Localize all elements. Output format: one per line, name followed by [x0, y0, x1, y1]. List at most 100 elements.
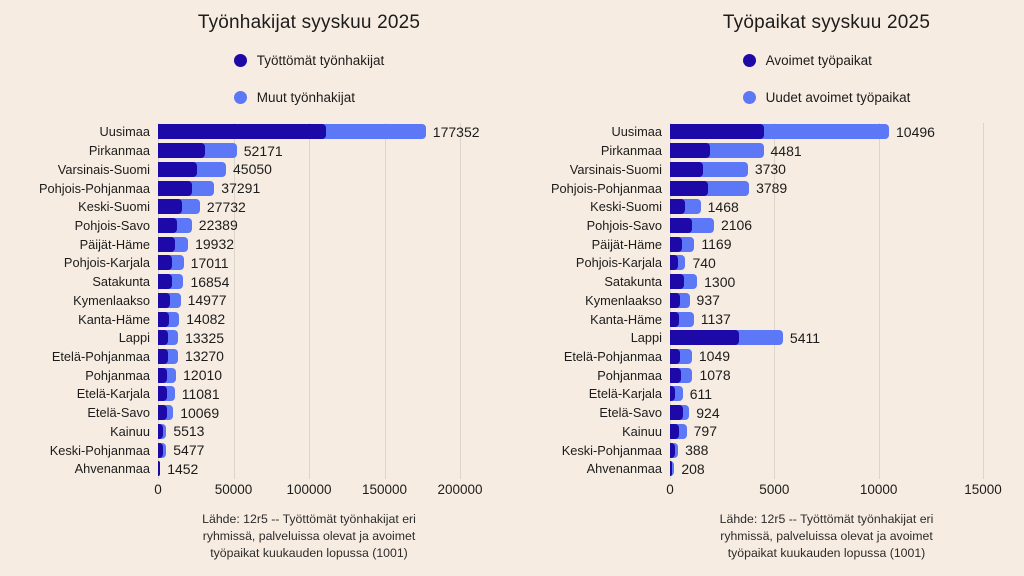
category-label: Ahvenanmaa [74, 461, 150, 477]
stacked-bar: 1049 [670, 348, 1024, 364]
legend-dot-icon [233, 53, 247, 67]
plot-area: Uusimaa 10496 Pirkanmaa 4481 Varsinais-Suomi… [512, 122, 1024, 479]
axis-tick-label: 5000 [759, 481, 790, 497]
stacked-bar: 937 [670, 292, 1024, 308]
bar-segment-dark [158, 461, 160, 477]
stacked-bar: 14977 [158, 292, 512, 308]
bar-row: Varsinais-Suomi 45050 [0, 160, 512, 179]
bar-segment-dark [158, 161, 198, 177]
category-label: Kymenlaakso [585, 292, 662, 308]
source-note-line: työpaikat kuukauden lopussa (1001) [727, 545, 926, 560]
category-label: Päijät-Häme [79, 236, 150, 252]
legend-item: Avoimet työpaikat [742, 50, 911, 70]
value-label: 177352 [432, 123, 480, 140]
bar-segment-dark [158, 292, 171, 308]
bar-segment-dark [670, 199, 686, 215]
stacked-bar: 3789 [670, 180, 1024, 197]
value-label: 22389 [198, 217, 238, 234]
category-label: Etelä-Pohjanmaa [51, 348, 150, 364]
category-label: Lappi [630, 330, 662, 346]
bar-row: Pohjois-Savo 22389 [0, 216, 512, 235]
bar-row: Etelä-Karjala 11081 [0, 385, 512, 404]
category-label: Kanta-Häme [590, 311, 662, 327]
bar-row: Etelä-Pohjanmaa 1049 [512, 347, 1024, 366]
legend-label: Muut työnhakijat [256, 89, 356, 105]
legend-dot-icon [742, 90, 756, 104]
bar-row: Lappi 13325 [0, 328, 512, 347]
source-note-line: ryhmissä, palveluissa olevat ja avoimet [720, 528, 933, 543]
value-label: 1452 [167, 460, 199, 477]
bar-segment-dark [158, 180, 193, 196]
stacked-bar: 45050 [158, 161, 512, 178]
stacked-bar: 5513 [158, 423, 512, 440]
bar-segment-dark [670, 367, 681, 383]
stacked-bar: 13270 [158, 348, 512, 364]
value-label: 797 [693, 423, 717, 440]
legend-item: Työttömät työnhakijat [233, 50, 384, 70]
stacked-bar: 17011 [158, 255, 512, 271]
legend-label: Uudet avoimet työpaikat [765, 89, 911, 105]
value-label: 5411 [789, 329, 821, 346]
bar-segment-dark [158, 423, 163, 439]
value-label: 19932 [195, 236, 235, 253]
bar-row: Pirkanmaa 4481 [512, 141, 1024, 160]
bar-segment-dark [158, 311, 169, 327]
value-label: 27732 [206, 198, 246, 215]
bar-row: Etelä-Pohjanmaa 13270 [0, 347, 512, 366]
bar-segment-dark [670, 405, 683, 421]
chart-panel-tyonhakijat: Työnhakijat syyskuu 2025 Työttömät työnh… [0, 12, 512, 560]
bar-segment-dark [158, 367, 168, 383]
source-note: Lähde: 12r5 -- Työttömät työnhakijat eri… [670, 511, 983, 562]
bar-row: Lappi 5411 [512, 328, 1024, 347]
stacked-bar: 388 [670, 442, 1024, 458]
stacked-bar: 1169 [670, 236, 1024, 252]
value-label: 1078 [699, 367, 731, 384]
source-note-line: ryhmissä, palveluissa olevat ja avoimet [202, 528, 416, 543]
category-label: Varsinais-Suomi [569, 161, 662, 177]
bar-segment-dark [158, 330, 168, 346]
stacked-bar: 740 [670, 255, 1024, 271]
chart-title: Työnhakijat syyskuu 2025 [197, 12, 421, 33]
stacked-bar: 208 [670, 461, 1024, 477]
axis-tick-label: 100000 [286, 481, 332, 497]
stacked-bar: 10496 [670, 124, 1024, 140]
bar-segment-dark [670, 348, 680, 364]
legend: Työttömät työnhakijat Muut työnhakijat [158, 50, 460, 109]
value-label: 10069 [180, 404, 220, 421]
bar-row: Uusimaa 177352 [0, 123, 512, 142]
value-label: 3730 [754, 161, 786, 178]
bar-segment-dark [670, 217, 692, 233]
category-label: Keski-Suomi [78, 199, 150, 215]
bar-row: Satakunta 16854 [0, 272, 512, 291]
stacked-bar: 5411 [670, 329, 1024, 346]
stacked-bar: 1137 [670, 311, 1024, 327]
category-label: Etelä-Pohjanmaa [563, 348, 662, 364]
value-label: 5513 [173, 423, 205, 440]
bar-segment-dark [670, 143, 710, 159]
bar-segment-dark [670, 292, 680, 308]
value-label: 45050 [233, 161, 272, 178]
stacked-bar: 797 [670, 423, 1024, 440]
bar-rows: Uusimaa 177352 Pirkanmaa 52171 Varsinais-Suo… [0, 123, 512, 479]
bar-row: Pohjois-Karjala 17011 [0, 254, 512, 273]
bar-row: Ahvenanmaa 208 [512, 459, 1024, 478]
axis-tick-label: 150000 [361, 481, 408, 497]
bar-segment-dark [158, 442, 163, 458]
value-label: 3789 [756, 180, 788, 197]
category-label: Keski-Pohjanmaa [561, 442, 662, 458]
category-label: Pohjois-Pohjanmaa [551, 180, 662, 196]
bar-segment-light [670, 461, 675, 477]
stacked-bar: 37291 [158, 180, 512, 196]
category-label: Etelä-Karjala [588, 386, 662, 402]
value-label: 4481 [770, 142, 802, 159]
axis-tick-label: 50000 [214, 481, 253, 497]
category-label: Uusimaa [611, 124, 663, 140]
value-label: 2106 [720, 217, 753, 234]
gridline [309, 122, 310, 479]
value-label: 1300 [704, 273, 736, 290]
bar-segment-dark [158, 124, 326, 140]
value-label: 11081 [181, 385, 220, 402]
bar-row: Päijät-Häme 1169 [512, 235, 1024, 254]
category-label: Kainuu [110, 423, 150, 439]
axis-tick-label: 0 [154, 481, 162, 497]
